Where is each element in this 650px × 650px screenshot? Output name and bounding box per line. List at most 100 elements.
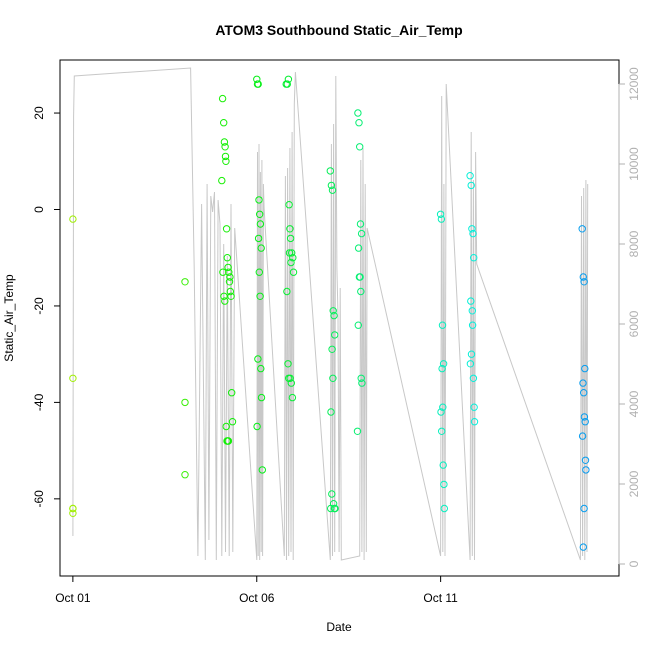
data-point <box>288 393 297 402</box>
data-point <box>357 287 365 296</box>
data-point <box>357 374 365 382</box>
y-axis: -60 -40 -20 0 20 <box>32 106 60 508</box>
chart-title: ATOM3 Southbound Static_Air_Temp <box>215 22 462 38</box>
data-point <box>579 273 587 281</box>
data-point <box>285 201 293 209</box>
data-point <box>331 331 339 339</box>
data-point <box>356 143 364 151</box>
data-point <box>228 418 237 426</box>
data-point <box>288 249 296 257</box>
data-point <box>69 374 77 382</box>
data-point <box>220 119 228 127</box>
data-point <box>438 364 446 373</box>
data-point <box>354 109 362 117</box>
data-point <box>438 321 447 329</box>
data-point <box>286 234 295 243</box>
data-point <box>468 307 476 315</box>
data-point <box>287 258 295 267</box>
data-point <box>327 181 336 190</box>
data-point <box>578 225 586 233</box>
data-point <box>357 229 366 238</box>
data-point <box>253 422 261 431</box>
data-point <box>329 374 337 382</box>
data-point <box>436 210 445 219</box>
data-point <box>581 418 589 426</box>
data-point <box>221 297 229 305</box>
data-point <box>257 244 265 252</box>
data-point <box>223 254 232 262</box>
data-point <box>226 273 234 281</box>
data-point <box>286 374 294 382</box>
x-axis-label: Date <box>326 620 352 634</box>
data-point <box>329 307 337 315</box>
data-point <box>328 186 337 194</box>
data-point <box>69 504 77 513</box>
altitude-line <box>72 67 589 561</box>
data-point <box>439 360 448 368</box>
data-point <box>225 278 234 286</box>
data-point <box>285 249 294 257</box>
data-point <box>439 461 447 469</box>
data-point <box>257 393 266 402</box>
data-point <box>222 422 230 431</box>
data-point <box>580 389 588 397</box>
data-point <box>256 210 264 219</box>
data-point <box>328 345 336 353</box>
data-point <box>469 374 478 382</box>
data-point <box>580 413 589 421</box>
y-tick-label: -20 <box>32 297 46 315</box>
data-point <box>468 321 477 329</box>
data-point <box>328 490 336 498</box>
data-point <box>356 220 365 228</box>
data-point <box>470 403 478 411</box>
data-point <box>221 152 230 161</box>
data-point <box>470 418 479 426</box>
data-point <box>437 408 445 416</box>
data-point <box>257 364 265 373</box>
data-point <box>354 321 362 329</box>
y-tick-label: -60 <box>32 490 46 508</box>
data-point <box>69 215 77 223</box>
data-point <box>226 287 235 296</box>
data-point <box>286 225 294 233</box>
data-point <box>227 292 235 300</box>
data-point <box>579 543 587 551</box>
data-point <box>469 229 477 238</box>
data-point <box>438 427 446 435</box>
y2-tick-label: 8000 <box>627 230 641 257</box>
data-point <box>356 273 364 281</box>
plot-area <box>69 67 590 561</box>
data-point <box>181 471 189 479</box>
y2-tick-label: 12000 <box>627 67 641 101</box>
data-point <box>580 278 588 286</box>
data-point <box>224 437 233 445</box>
data-point <box>220 138 229 146</box>
data-point <box>283 80 291 88</box>
data-point <box>181 278 189 286</box>
data-point <box>470 254 478 262</box>
data-point <box>330 311 338 320</box>
x-tick-label: Oct 06 <box>239 591 275 605</box>
data-point <box>581 456 590 464</box>
data-point <box>283 287 291 296</box>
y2-tick-label: 0 <box>627 560 641 567</box>
data-point <box>468 225 476 233</box>
data-point <box>466 360 475 368</box>
data-point <box>253 75 261 84</box>
data-point <box>440 480 448 489</box>
data-point <box>353 427 362 435</box>
data-point <box>578 432 587 440</box>
data-point <box>181 398 189 407</box>
data-point <box>254 80 262 88</box>
data-point <box>467 350 476 358</box>
data-point <box>354 244 363 252</box>
y-tick-label: 0 <box>32 206 46 213</box>
data-point <box>258 466 266 474</box>
y2-tick-label: 6000 <box>627 310 641 337</box>
data-point <box>326 167 334 175</box>
data-point <box>439 403 447 411</box>
data-point <box>218 94 227 103</box>
y-tick-label: 20 <box>32 106 46 120</box>
data-point <box>467 181 475 190</box>
